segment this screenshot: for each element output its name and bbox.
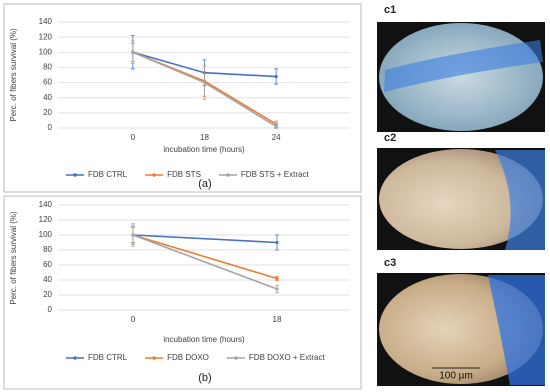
legend-label: FDB STS + Extract: [241, 170, 310, 179]
panel-label: (a): [198, 178, 211, 190]
y-tick-label: 100: [39, 230, 53, 239]
y-tick-label: 20: [43, 108, 52, 117]
y-tick-label: 20: [43, 290, 52, 299]
legend-marker: [234, 356, 238, 360]
y-tick-label: 120: [39, 215, 53, 224]
scale-bar-label: 100 µm: [439, 371, 473, 382]
legend-label: FDB STS: [167, 170, 201, 179]
y-tick-label: 80: [43, 245, 52, 254]
image-label: c1: [384, 4, 396, 16]
legend-marker: [73, 356, 77, 360]
point: [274, 124, 278, 129]
x-tick-label: 0: [131, 133, 136, 142]
legend-marker: [73, 173, 77, 177]
y-tick-label: 40: [43, 93, 52, 102]
y-tick-label: 140: [39, 200, 53, 209]
x-tick-label: 24: [272, 133, 281, 142]
point: [275, 287, 279, 291]
panel-frame: [3, 195, 362, 390]
series-line: [132, 234, 278, 290]
series-line: [132, 234, 278, 244]
x-tick-label: 18: [200, 133, 209, 142]
y-axis-title: Perc. of fibers survival (%): [9, 211, 18, 305]
y-tick-label: 80: [43, 63, 52, 72]
point: [202, 80, 207, 85]
legend-marker: [152, 356, 156, 360]
panel-label: (b): [198, 372, 211, 384]
micrograph-field: [379, 149, 543, 249]
stain: [495, 150, 545, 250]
point: [131, 233, 135, 237]
y-tick-label: 120: [39, 32, 53, 41]
y-tick-label: 100: [39, 47, 53, 56]
y-tick-label: 140: [39, 17, 53, 26]
panel-frame: [3, 3, 362, 193]
y-tick-label: 60: [43, 78, 52, 87]
point: [274, 74, 278, 79]
image-label: c3: [384, 257, 396, 269]
stain: [488, 275, 545, 385]
x-tick-label: 0: [131, 315, 136, 324]
y-axis-title: Perc. of fibers survival (%): [9, 28, 18, 122]
y-tick-label: 40: [43, 275, 52, 284]
legend-label: FDB DOXO: [167, 353, 209, 362]
y-tick-label: 0: [48, 123, 53, 132]
x-axis-title: incubation time (hours): [163, 335, 245, 344]
series-line: [132, 234, 278, 280]
legend-label: FDB CTRL: [88, 170, 128, 179]
image-label: c2: [384, 132, 396, 144]
stain: [384, 40, 543, 92]
legend-marker: [226, 173, 230, 177]
point: [275, 240, 279, 245]
legend-marker: [152, 173, 156, 177]
y-tick-label: 60: [43, 260, 52, 269]
legend-label: FDB CTRL: [88, 353, 128, 362]
legend-label: FDB DOXO + Extract: [249, 353, 326, 362]
point: [131, 50, 135, 54]
x-axis-title: incubation time (hours): [163, 145, 245, 154]
point: [275, 276, 279, 281]
y-tick-label: 0: [48, 305, 53, 314]
x-tick-label: 18: [273, 315, 282, 324]
